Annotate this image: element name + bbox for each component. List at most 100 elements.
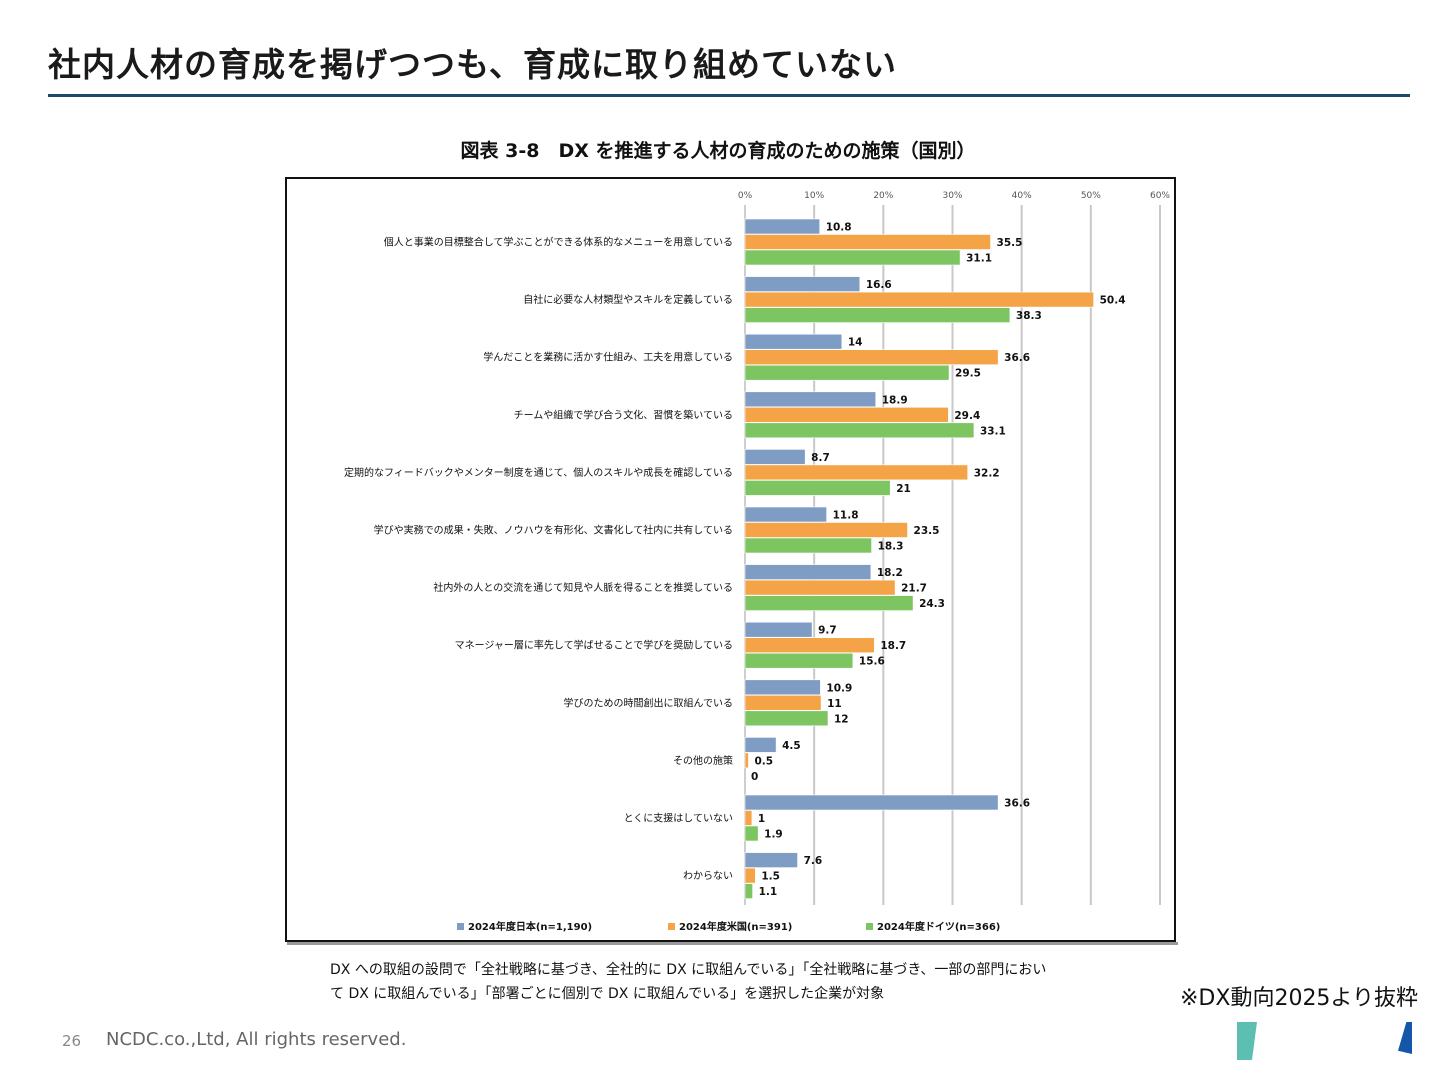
data-label: 14	[848, 337, 863, 349]
category-label: チームや組織で学び合う文化、習慣を築いている	[514, 408, 733, 421]
bar	[744, 391, 877, 408]
data-label: 21.7	[901, 583, 927, 595]
data-label: 10.8	[826, 222, 852, 234]
data-label: 35.5	[997, 237, 1023, 249]
data-label: 11.8	[833, 510, 859, 522]
bar	[744, 652, 854, 669]
bar	[744, 694, 822, 711]
data-label: 31.1	[966, 253, 992, 265]
x-tick-label: 10%	[804, 191, 824, 201]
data-label: 15.6	[859, 656, 885, 668]
data-label: 1.1	[759, 886, 778, 898]
chart-title: 図表 3-8 DX を推進する人材の育成のための施策（国別）	[460, 140, 976, 162]
bar	[744, 218, 820, 235]
bar	[744, 537, 872, 554]
data-label: 1.9	[764, 829, 783, 841]
bar	[744, 883, 753, 899]
slide-title: 社内人材の育成を掲げつつも、育成に取り組めていない	[48, 45, 898, 84]
bar	[744, 234, 991, 250]
data-label: 10.9	[826, 682, 852, 694]
category-labels: 個人と事業の目標整合して学ぶことができる体系的なメニューを用意している自社に必要…	[344, 236, 733, 883]
bar	[744, 506, 827, 523]
bar	[744, 595, 914, 611]
bar	[744, 867, 756, 884]
data-label: 18.9	[882, 394, 908, 406]
legend-swatch	[668, 923, 675, 930]
page-number: 26	[62, 1032, 82, 1050]
category-label: 学んだことを業務に活かす仕組み、工夫を用意している	[483, 351, 733, 364]
bar	[744, 752, 749, 769]
bar	[744, 406, 949, 423]
bar	[744, 364, 950, 381]
bar	[744, 737, 777, 753]
source-note: ※DX動向2025より抜粋	[1180, 986, 1418, 1011]
bar	[744, 249, 961, 266]
data-label: 32.2	[974, 467, 1000, 479]
data-label: 24.3	[919, 598, 945, 610]
data-label: 0	[751, 771, 758, 783]
data-label: 36.6	[1004, 352, 1030, 364]
copyright: NCDC.co.,Ltd, All rights reserved.	[106, 1029, 407, 1050]
category-label: 学びや実務での成果・失敗、ノウハウを有形化、文書化して社内に共有している	[374, 524, 733, 537]
data-label: 38.3	[1016, 310, 1042, 322]
data-label: 29.4	[954, 410, 980, 422]
data-label: 9.7	[818, 625, 837, 637]
legend-label: 2024年度ドイツ(n=366)	[877, 920, 1000, 933]
bar	[744, 621, 813, 638]
bar	[744, 710, 829, 727]
x-tick-label: 30%	[942, 191, 962, 201]
bar	[744, 333, 843, 350]
x-tick-label: 40%	[1012, 191, 1032, 201]
bar	[744, 276, 861, 292]
x-tick-label: 20%	[873, 191, 893, 201]
bars-layer: 10.8 35.5 31.1 16.6 50.4 38.3 14 36.6 29.5 18.9 29…	[744, 218, 1126, 899]
footnote-line-1: DX への取組の設問で「全社戦略に基づき、全社的に DX に取組んでいる」「全社…	[330, 962, 1047, 978]
bar	[744, 852, 798, 868]
data-label: 29.5	[955, 368, 981, 380]
legend: 2024年度日本(n=1,190) 2024年度米国(n=391) 2024年度ドイ…	[457, 920, 1000, 933]
category-label: 学びのための時間創出に取組んでいる	[564, 696, 734, 709]
chart-frame-shadow	[287, 942, 1178, 945]
data-label: 36.6	[1004, 798, 1030, 810]
bar	[744, 679, 821, 696]
category-label: その他の施策	[673, 754, 733, 767]
bar	[744, 449, 806, 465]
bar	[744, 464, 969, 481]
data-label: 23.5	[914, 525, 940, 537]
data-label: 33.1	[980, 425, 1006, 437]
bar	[744, 810, 753, 826]
category-label: マネージャー層に率先して学ばせることで学びを奨励している	[455, 639, 733, 652]
legend-label: 2024年度米国(n=391)	[679, 920, 792, 933]
data-label: 8.7	[811, 452, 830, 464]
legend-swatch	[866, 923, 873, 930]
bar	[744, 422, 975, 439]
x-tick-label: 50%	[1081, 191, 1101, 201]
legend-label: 2024年度日本(n=1,190)	[468, 920, 592, 933]
category-label: 個人と事業の目標整合して学ぶことができる体系的なメニューを用意している	[384, 236, 733, 249]
data-label: 18.7	[880, 640, 906, 652]
bar	[744, 522, 908, 538]
data-label: 11	[827, 698, 842, 710]
bar	[744, 825, 759, 842]
data-label: 0.5	[754, 755, 773, 767]
bar	[744, 291, 1094, 308]
data-label: 7.6	[804, 855, 823, 867]
bar	[744, 480, 891, 496]
category-label: とくに支援はしていない	[624, 812, 733, 825]
legend-swatch	[457, 923, 464, 930]
bar	[744, 564, 872, 580]
data-label: 16.6	[866, 279, 892, 291]
x-axis-ticks: 0% 10% 20% 30% 40% 50% 60%	[738, 191, 1171, 201]
bar	[744, 307, 1011, 323]
footnote-line-2: て DX に取組んでいる」「部署ごとに個別で DX に取組んでいる」を選択した企…	[330, 986, 885, 1002]
bar	[744, 579, 896, 596]
category-label: 自社に必要な人材類型やスキルを定義している	[523, 293, 733, 306]
data-label: 1.5	[761, 871, 780, 883]
data-label: 18.2	[877, 567, 903, 579]
data-label: 18.3	[878, 541, 904, 553]
title-divider	[48, 94, 1410, 97]
data-label: 50.4	[1100, 295, 1126, 307]
bar	[744, 637, 875, 654]
x-tick-label: 60%	[1150, 191, 1170, 201]
